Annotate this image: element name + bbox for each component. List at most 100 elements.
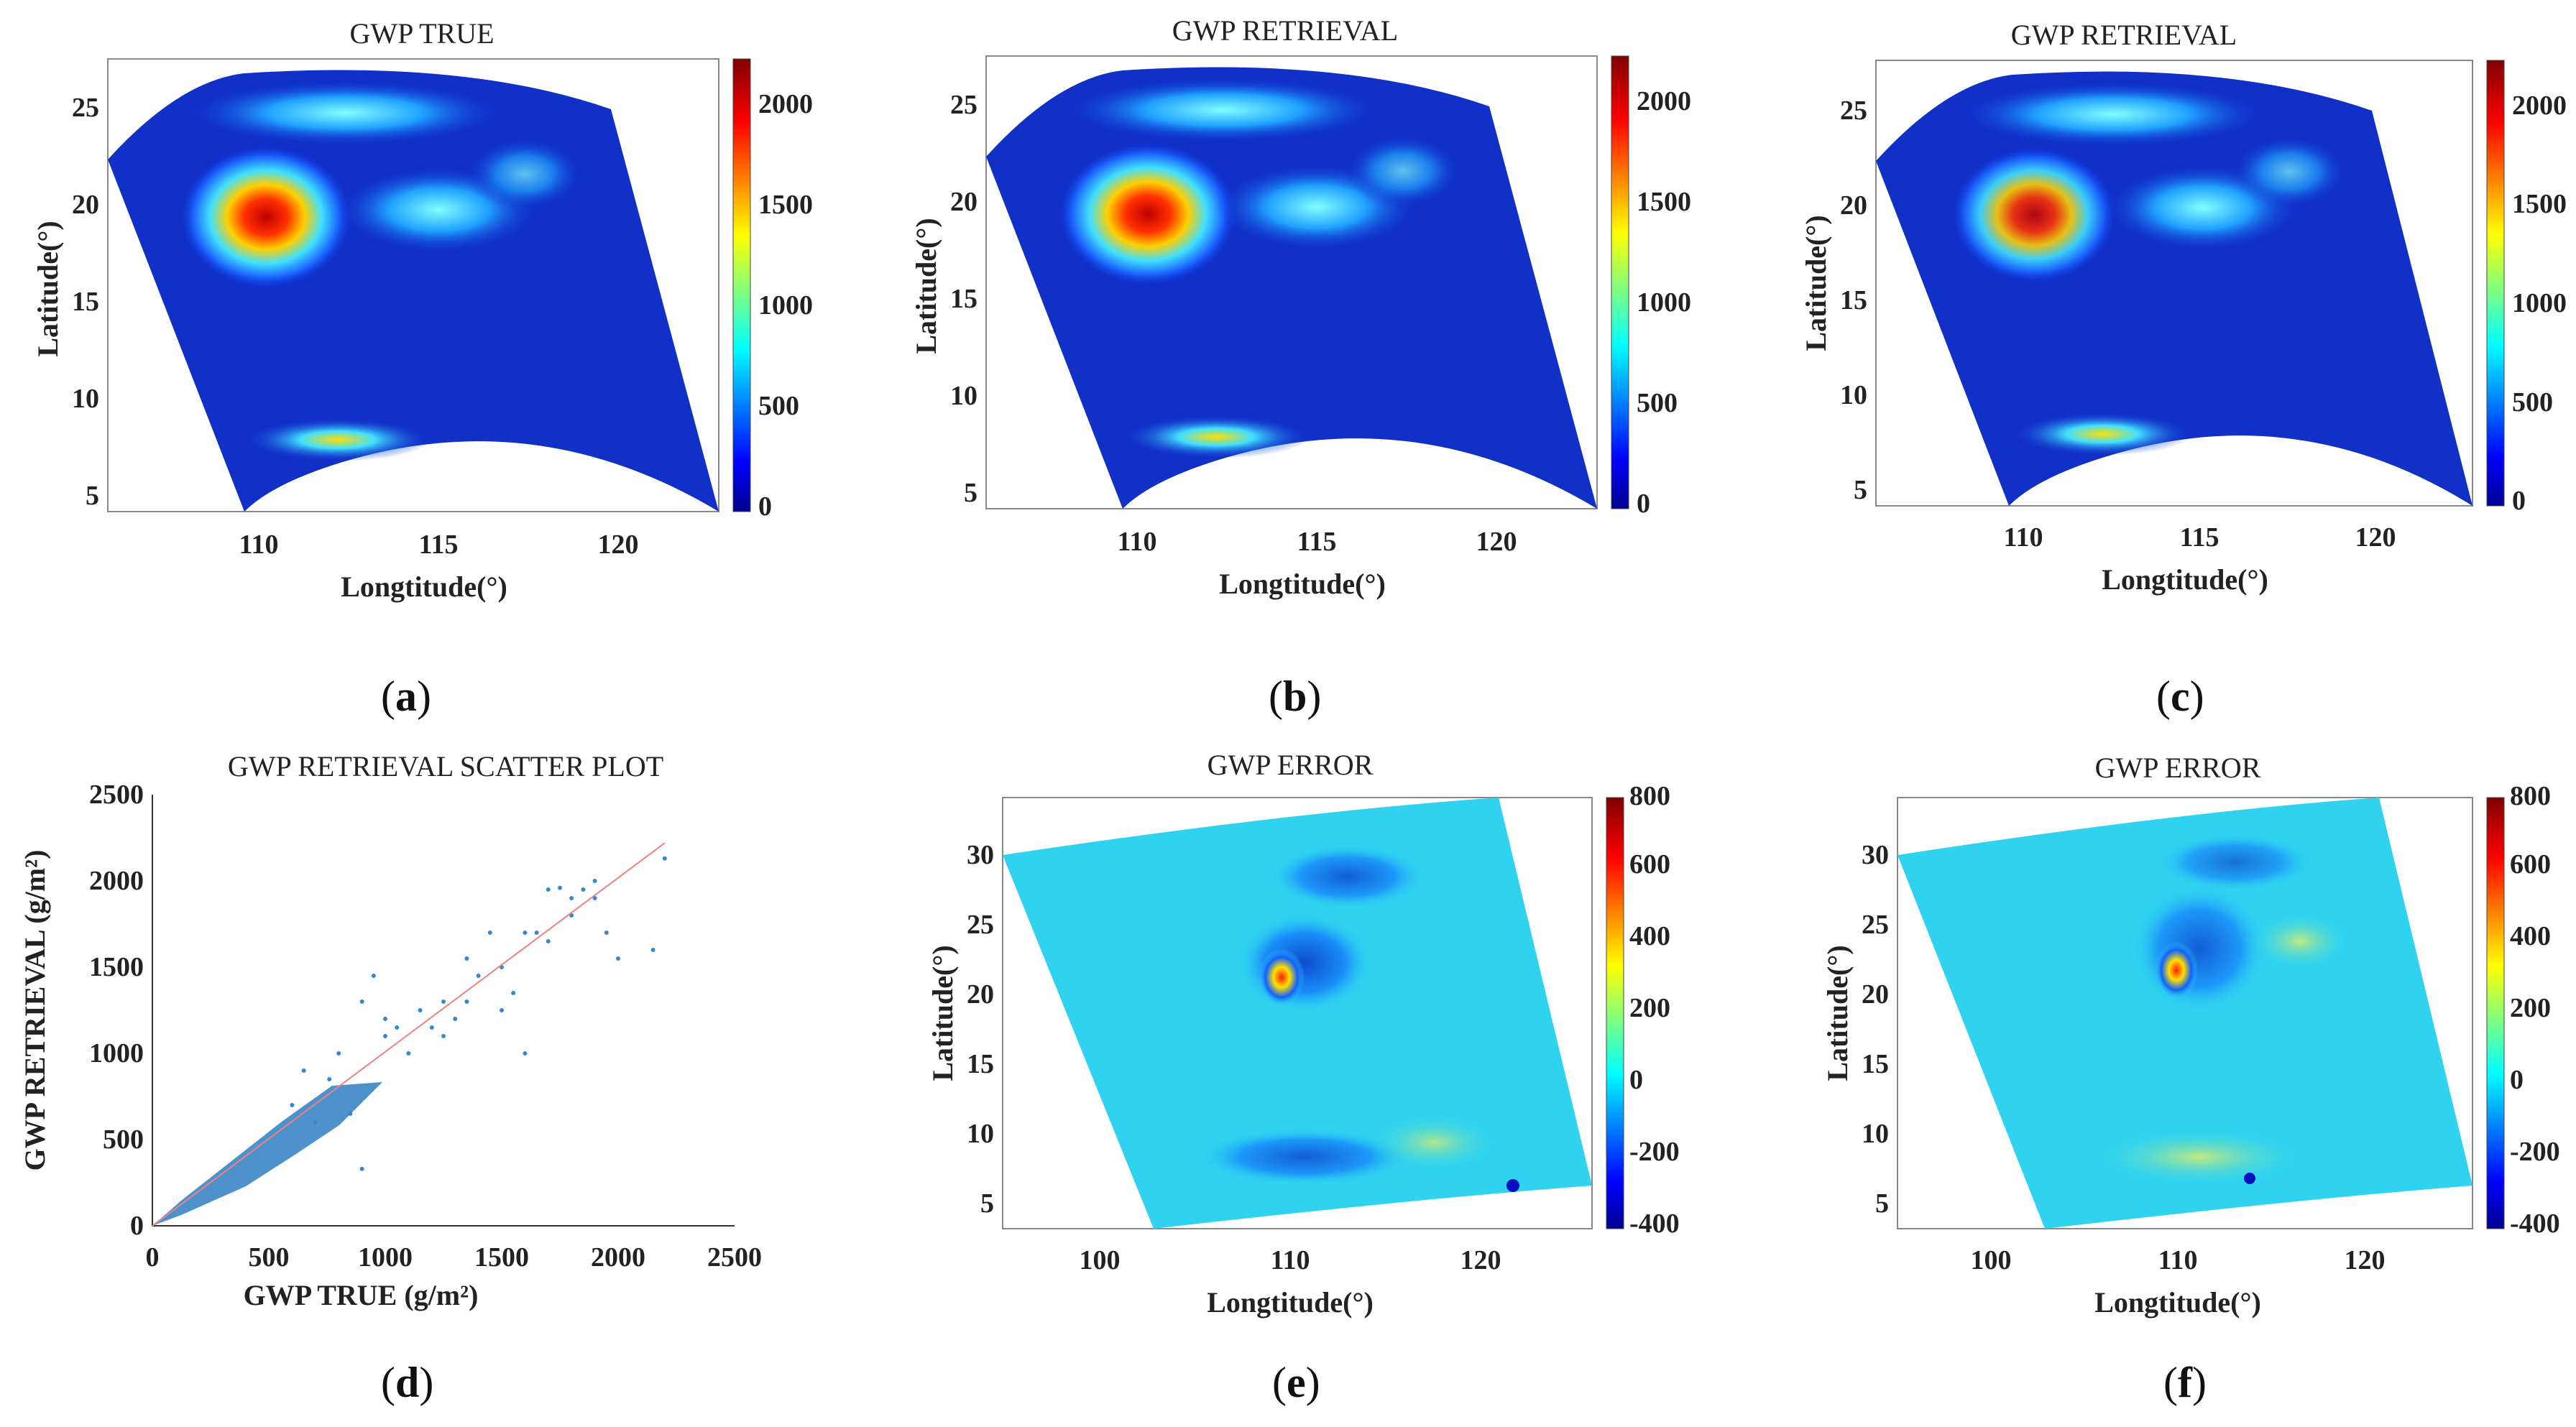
error-band-south — [1197, 1128, 1412, 1186]
y-axis-label: Latitude(°) — [1821, 945, 1854, 1081]
x-axis-label: GWP TRUE (g/m²) — [244, 1279, 479, 1311]
error-ring — [1236, 913, 1373, 1013]
ytick: 10 — [967, 1119, 994, 1149]
colorbar-tick: 0 — [2510, 1065, 2524, 1095]
error-band-south — [2092, 1128, 2307, 1186]
scatter-point — [650, 948, 656, 952]
panel-a: GWP TRUE 110 115 120 5 10 15 20 25 Longt… — [14, 0, 848, 647]
swath — [1898, 798, 2472, 1229]
colorbar-tick: 600 — [1629, 849, 1670, 879]
xtick: 500 — [249, 1242, 290, 1273]
caption-e: (e) — [1272, 1359, 1320, 1406]
x-axis-label: Longtitude(°) — [1207, 1286, 1374, 1319]
xtick: 115 — [419, 530, 459, 560]
rainband-south — [1123, 415, 1310, 458]
chart-title: GWP ERROR — [2095, 752, 2261, 784]
error-core — [2155, 941, 2198, 999]
colorbar-tick: -400 — [2510, 1209, 2560, 1239]
colorbar — [2486, 797, 2505, 1229]
colorbar-tick: 500 — [1637, 388, 1678, 418]
error-core — [1259, 948, 1305, 1006]
ytick: 15 — [1862, 1049, 1889, 1079]
scatter-point — [290, 1103, 295, 1107]
chart-title: GWP RETRIEVAL — [1172, 14, 1398, 47]
scatter-point — [487, 930, 492, 935]
ytick: 1500 — [89, 952, 144, 982]
colorbar-tick: 1000 — [1637, 287, 1691, 318]
scatter-point — [371, 974, 376, 978]
colorbar-tick: 1000 — [758, 290, 813, 320]
ytick: 25 — [950, 90, 978, 120]
storm-core — [1058, 142, 1238, 286]
storm-core — [180, 145, 352, 289]
scatter-point — [348, 1112, 353, 1116]
xtick: 1500 — [474, 1242, 529, 1273]
colorbar-tick: 200 — [2510, 993, 2551, 1023]
scatter-point — [429, 1025, 434, 1030]
scatter-point — [336, 1051, 341, 1056]
ytick: 500 — [103, 1124, 144, 1155]
scatter-point — [406, 1051, 411, 1056]
scatter-point — [546, 939, 551, 943]
caption-a: (a) — [381, 673, 431, 720]
xtick: 0 — [146, 1242, 160, 1273]
heatmap-a: GWP TRUE 110 115 120 5 10 15 20 25 Longt… — [32, 17, 813, 603]
xtick: 120 — [598, 530, 639, 560]
colorbar-tick: 800 — [1629, 781, 1670, 811]
ytick: 20 — [72, 190, 99, 220]
xtick: 110 — [2158, 1245, 2198, 1275]
colorbar-tick: 2000 — [758, 89, 813, 119]
colorbar — [1606, 797, 1624, 1229]
ytick: 5 — [964, 478, 978, 508]
ytick: 10 — [1840, 380, 1867, 410]
xtick: 100 — [1080, 1245, 1121, 1275]
scatter-point — [546, 887, 551, 892]
panel-e: GWP ERROR 100 110 120 5 10 15 20 25 30 L… — [902, 740, 1721, 1358]
cell-cluster — [467, 138, 582, 210]
scatter-point — [476, 974, 481, 978]
xtick: 120 — [2355, 522, 2396, 553]
panel-c: GWP RETRIEVAL 110 115 120 5 10 15 20 25 … — [1782, 0, 2573, 647]
error-positive-area — [1369, 1114, 1499, 1171]
error-ring — [2131, 884, 2268, 1013]
chart-title: GWP TRUE — [349, 17, 494, 50]
ytick: 10 — [1862, 1119, 1889, 1149]
scatter-point — [523, 930, 528, 935]
colorbar — [2486, 60, 2505, 507]
caption-c: (c) — [2156, 673, 2204, 720]
x-axis-label: Longtitude(°) — [1219, 568, 1386, 600]
ytick: 10 — [950, 381, 978, 411]
cell-cluster — [2232, 136, 2347, 208]
chart-title: GWP ERROR — [1208, 749, 1374, 781]
caption-d: (d) — [381, 1359, 434, 1406]
x-axis-label: Longtitude(°) — [2102, 563, 2268, 596]
scatter-point — [569, 896, 574, 900]
xtick: 1000 — [358, 1242, 413, 1273]
scatter-point — [453, 1017, 458, 1021]
scatter-point — [511, 991, 516, 995]
colorbar-tick: 1500 — [758, 190, 813, 220]
rainband-south — [244, 418, 431, 461]
colorbar-tick: 600 — [2510, 849, 2551, 879]
colorbar-tick: 0 — [758, 491, 772, 522]
xtick: 2000 — [591, 1242, 645, 1273]
scatter-point — [327, 1077, 332, 1081]
colorbar-tick: -400 — [1629, 1209, 1680, 1239]
heatmap-e: GWP ERROR 100 110 120 5 10 15 20 25 30 L… — [926, 749, 1680, 1319]
ytick: 5 — [980, 1188, 994, 1219]
rainband-north — [1065, 78, 1381, 142]
error-spot — [1506, 1179, 1519, 1192]
colorbar-tick: 500 — [2512, 387, 2553, 417]
scatter-point — [592, 896, 597, 900]
colorbar-tick: 2000 — [2512, 91, 2567, 121]
y-axis-label: Latitude(°) — [910, 218, 942, 354]
ytick: 20 — [1840, 190, 1867, 221]
colorbar-tick: 500 — [758, 391, 799, 421]
colorbar — [1611, 55, 1629, 509]
error-band-north — [2156, 833, 2314, 891]
scatter-point — [534, 930, 539, 935]
colorbar-tick: -200 — [2510, 1137, 2560, 1167]
scatter-point — [359, 999, 364, 1004]
scatter-point — [569, 913, 574, 918]
ytick: 5 — [1854, 475, 1867, 505]
